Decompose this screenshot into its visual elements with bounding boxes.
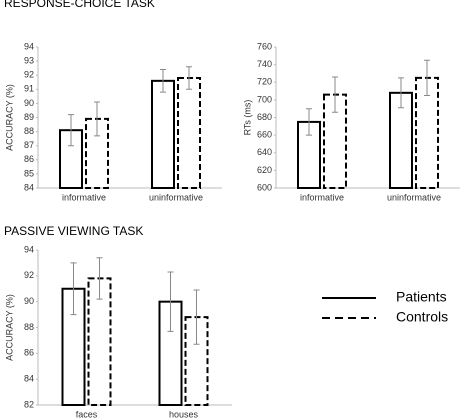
y-tick-label: 700 — [257, 94, 272, 104]
y-tick-label: 600 — [257, 182, 272, 192]
y-tick-label: 740 — [257, 59, 272, 69]
error-bar — [68, 114, 74, 147]
y-tick-label: 640 — [257, 147, 272, 157]
error-bar — [70, 262, 77, 316]
error-bar — [424, 59, 430, 96]
y-tick-label: 86 — [24, 154, 34, 164]
y-axis-label: ACCURACY (%) — [4, 294, 14, 361]
error-bar — [96, 257, 103, 300]
x-tick-label: uninformative — [149, 192, 203, 202]
bar — [177, 77, 201, 189]
y-tick-label: 620 — [257, 165, 272, 175]
y-tick-label: 82 — [24, 399, 34, 409]
error-bar — [306, 108, 312, 136]
error-bar — [160, 69, 166, 93]
y-tick-label: 94 — [24, 41, 34, 51]
y-tick-label: 84 — [24, 182, 34, 192]
y-tick-label: 660 — [257, 130, 272, 140]
error-bar — [332, 76, 338, 113]
legend-label: Controls — [396, 309, 448, 325]
y-tick-label: 88 — [24, 322, 34, 332]
y-tick-label: 94 — [24, 244, 34, 254]
legend-label: Patients — [396, 289, 447, 305]
y-tick-label: 90 — [24, 296, 34, 306]
y-axis-label: ACCURACY (%) — [4, 84, 14, 151]
y-axis-label: RTs (ms) — [242, 100, 252, 136]
x-tick-label: informative — [62, 192, 106, 202]
error-bar — [186, 66, 192, 90]
y-tick-label: 85 — [24, 168, 34, 178]
x-tick-label: informative — [300, 192, 344, 202]
y-tick-label: 86 — [24, 348, 34, 358]
error-bar — [167, 271, 174, 332]
y-tick-label: 720 — [257, 77, 272, 87]
bar — [151, 79, 175, 189]
y-tick-label: 91 — [24, 84, 34, 94]
x-tick-label: faces — [76, 409, 98, 419]
y-tick-label: 680 — [257, 112, 272, 122]
y-tick-label: 84 — [24, 374, 34, 384]
y-tick-label: 92 — [24, 270, 34, 280]
section-title: PASSIVE VIEWING TASK — [4, 224, 143, 238]
error-bar — [94, 101, 100, 137]
y-tick-label: 90 — [24, 98, 34, 108]
y-tick-label: 88 — [24, 126, 34, 136]
section-title: RESPONSE-CHOICE TASK — [4, 0, 155, 10]
y-tick-label: 87 — [24, 140, 34, 150]
x-tick-label: houses — [169, 409, 199, 419]
error-bar — [193, 289, 200, 345]
y-tick-label: 89 — [24, 112, 34, 122]
x-tick-label: uninformative — [387, 192, 441, 202]
y-tick-label: 93 — [24, 55, 34, 65]
y-tick-label: 92 — [24, 70, 34, 80]
error-bar — [398, 77, 404, 109]
y-tick-label: 760 — [257, 41, 272, 51]
